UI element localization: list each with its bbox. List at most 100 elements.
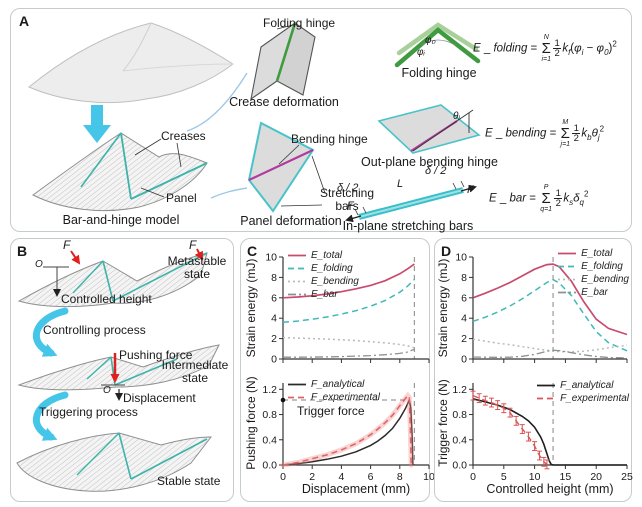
legend-item: F_analytical [537,380,614,391]
origin2-label: O [103,385,111,396]
down-arrow-icon [83,105,111,143]
outplane-caption: Out-plane bending hinge [361,155,498,169]
controlled-height-annotation: Controlled height [61,292,152,306]
svg-text:4: 4 [338,471,344,483]
panel-d-label: D [441,243,452,259]
chart-pushing-force-vs-displacement: 0 2 4 6 8 10 0.0 0.4 0.8 1.2 Displacement (mm) [262,383,435,496]
in-plane-stretching-bars-icon [345,180,477,223]
phi0-symbol: φ₀ [425,35,436,46]
legend-item: E_bending [288,276,359,287]
smooth-surface-illustration [28,22,234,104]
controlling-process-label: Controlling process [43,323,146,337]
trigger-force-annotation: Trigger force [297,404,365,418]
panel-a: A Creases Panel Bar-and-hinge model Fold… [10,8,632,233]
chart-strain-energy-vs-controlled-height: 0 2 4 6 8 10 [455,252,628,366]
svg-text:Controlled height (mm): Controlled height (mm) [486,482,613,496]
legend-item: F_experimental [537,393,629,404]
svg-text:0: 0 [280,471,286,483]
stable-mesh [16,432,213,492]
d-bottom-legend: F_analytical F_experimental [536,379,629,405]
svg-text:25: 25 [621,471,633,483]
crease-caption: Crease deformation [229,95,339,109]
legend-item: E_folding [288,263,353,274]
triggering-process-label: Triggering process [39,405,138,419]
svg-text:0: 0 [461,354,467,366]
svg-text:2: 2 [461,333,467,345]
legend-item: F_analytical [288,379,365,390]
panel-b-graphics [16,248,220,492]
svg-text:2: 2 [309,471,315,483]
displacement-annotation: Displacement [123,391,196,405]
intermediate-state-label: Intermediate state [161,358,229,385]
out-plane-bending-hinge-icon [377,104,481,154]
c-top-legend: E_total E_folding E_bending E_bar [287,249,359,301]
thetaj-symbol: θⱼ [453,111,461,122]
model-caption: Bar-and-hinge model [62,213,180,227]
svg-text:10: 10 [423,471,435,483]
svg-text:6: 6 [271,292,277,304]
svg-text:0: 0 [470,471,476,483]
bending-hinge-annotation: Bending hinge [291,132,368,146]
legend-item: E_bending [558,274,629,285]
svg-text:8: 8 [271,272,277,284]
controlling-process-arrow-icon [32,307,69,357]
svg-text:6: 6 [368,471,374,483]
stable-state-label: Stable state [157,474,221,488]
legend-item: E_bar [288,289,338,300]
folding-hinge-annotation: Folding hinge [263,16,336,30]
crease-deformation-icon [250,21,316,101]
panel-annotation: Panel [166,191,197,205]
svg-text:2: 2 [271,333,277,345]
metastable-mesh [17,252,208,308]
svg-text:5: 5 [501,471,507,483]
legend-item: E_folding [558,261,623,272]
panel-b-label: B [17,243,28,259]
metastable-state-label: Metastable state [167,254,227,281]
svg-text:10: 10 [265,252,277,264]
svg-text:10: 10 [529,471,541,483]
svg-text:0.4: 0.4 [262,434,277,446]
pushing-force-annotation: Pushing force [119,348,193,362]
delta-left-label: δ / 2 [337,182,359,194]
svg-text:4: 4 [461,313,467,325]
delta-right-label: δ / 2 [425,165,447,177]
panel-c-label: C [247,243,258,259]
panel-deformation-caption: Panel deformation [240,214,342,228]
force-right-label: F [467,184,474,196]
svg-text:1.2: 1.2 [262,384,277,396]
force2-label: F [189,238,197,252]
panel-a-graphics [28,21,481,223]
force-arrow-icon [70,250,81,265]
svg-text:4: 4 [271,313,277,325]
force1-label: F [63,238,71,252]
creases-annotation: Creases [161,129,206,143]
triggering-process-arrow-icon [32,391,69,441]
chart-strain-energy-vs-displacement: 0 2 4 6 8 10 [265,252,430,366]
svg-text:0.0: 0.0 [452,460,467,472]
svg-text:6: 6 [461,292,467,304]
legend-item: E_total [288,250,343,261]
svg-text:0.8: 0.8 [262,409,277,421]
panel-c: C Strain energy (mJ) 0 2 4 6 8 10 E_total E_fo… [240,238,435,502]
connector-curve [210,187,248,199]
svg-text:15: 15 [560,471,572,483]
bar-and-hinge-mesh [32,132,208,212]
svg-text:8: 8 [461,272,467,284]
legend-item: E_bar [558,287,608,298]
folding-hinge-icon [394,22,481,68]
svg-text:Displacement (mm): Displacement (mm) [302,482,410,496]
svg-text:0: 0 [271,354,277,366]
intermediate-mesh [17,344,220,391]
svg-text:1.2: 1.2 [452,384,467,396]
legend-item: F_experimental [288,392,380,403]
svg-text:8: 8 [397,471,403,483]
panel-b: B F F O Controlled height Metastable sta… [10,238,234,502]
origin1-label: O [35,259,43,270]
panel-d: D Strain energy (mJ) 0 2 4 6 8 10 E_total E_fo… [434,238,633,502]
svg-text:0.4: 0.4 [452,434,467,446]
folding-hinge-caption: Folding hinge [401,66,477,80]
connector-curve [186,72,248,132]
